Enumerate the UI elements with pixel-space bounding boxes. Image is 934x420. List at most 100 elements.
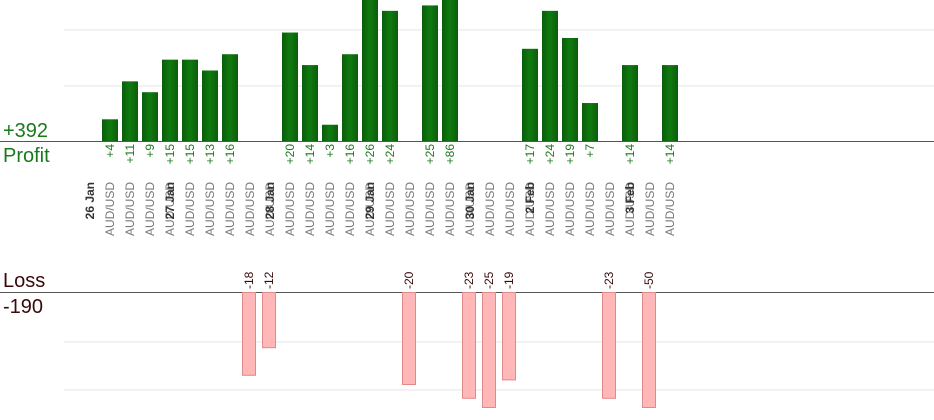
loss-value-label: -18 (242, 271, 256, 289)
pair-tick-label: AUD/USD (323, 182, 337, 236)
loss-value-label: -12 (262, 271, 276, 289)
profit-bar (202, 70, 218, 141)
loss-bar (242, 292, 256, 376)
date-tick-label: 28 Jan (263, 182, 277, 219)
profit-bar (582, 103, 598, 141)
loss-value-label: -23 (462, 271, 476, 289)
pair-tick-label: AUD/USD (183, 182, 197, 236)
pair-tick-label: AUD/USD (243, 182, 257, 236)
profit-bar (102, 119, 118, 141)
profit-value-label: +19 (563, 144, 577, 165)
profit-value-label: +24 (543, 144, 557, 165)
pair-tick-label: AUD/USD (663, 182, 677, 236)
profit-bar (342, 54, 358, 141)
pair-tick-label: AUD/USD (423, 182, 437, 236)
pair-tick-label: AUD/USD (483, 182, 497, 236)
profit-label: Profit (3, 145, 50, 167)
profit-bar (162, 59, 178, 141)
profit-value-label: +86 (443, 144, 457, 165)
date-tick-label: 2 Feb (523, 182, 537, 213)
loss-bar (402, 292, 416, 385)
profit-bar (222, 54, 238, 141)
pair-tick-label: AUD/USD (263, 182, 277, 236)
profit-bar (522, 48, 538, 141)
pair-tick-label: AUD/USD (283, 182, 297, 236)
pair-tick-label: AUD/USD (163, 182, 177, 236)
profit-bar (422, 5, 438, 141)
labels-layer: +4 +11 +9 +15 +15 +13 +16 -18 -12 +20 +14 +3 +16 +26 +… (103, 144, 677, 289)
profit-value-label: +26 (363, 144, 377, 165)
profit-bar (182, 59, 198, 141)
profit-value-label: +11 (123, 144, 137, 164)
profit-value-label: +3 (323, 144, 337, 158)
loss-label: Loss (3, 270, 46, 292)
date-tick-label: 30 Jan (463, 182, 477, 219)
profit-bar (122, 81, 138, 141)
profit-value-label: +16 (223, 144, 237, 165)
pair-tick-label: AUD/USD (643, 182, 657, 236)
pair-tick-label: AUD/USD (583, 182, 597, 236)
pair-tick-label: AUD/USD (383, 182, 397, 236)
profit-value-label: +14 (623, 144, 637, 165)
profit-bar (562, 37, 578, 141)
profit-bar (322, 124, 338, 141)
pair-tick-label: AUD/USD (463, 182, 477, 236)
pair-tick-label: AUD/USD (443, 182, 457, 236)
pair-tick-label: AUD/USD (123, 182, 137, 236)
pair-tick-label: AUD/USD (203, 182, 217, 236)
bars-layer (102, 0, 678, 408)
profit-bar (622, 65, 638, 141)
pair-tick-label: AUD/USD (103, 182, 117, 236)
pair-tick-label: AUD/USD (523, 182, 537, 236)
profit-bar (662, 65, 678, 141)
profit-value-label: +15 (163, 144, 177, 165)
loss-total: -190 (3, 296, 44, 318)
profit-value-label: +14 (663, 144, 677, 165)
profit-value-label: +7 (583, 144, 597, 158)
date-tick-label: 27 Jan (163, 182, 177, 219)
pair-tick-label: AUD/USD (623, 182, 637, 236)
profit-bar (362, 0, 378, 141)
loss-bar (482, 292, 496, 408)
pair-tick-label: AUD/USD (603, 182, 617, 236)
pair-tick-label: AUD/USD (503, 182, 517, 236)
profit-value-label: +14 (303, 144, 317, 165)
pair-tick-label: AUD/USD (563, 182, 577, 236)
profit-bar (142, 92, 158, 141)
pair-tick-label: AUD/USD (303, 182, 317, 236)
loss-value-label: -23 (602, 271, 616, 289)
pair-tick-label: AUD/USD (143, 182, 157, 236)
profit-value-label: +15 (183, 144, 197, 165)
profit-bar (382, 10, 398, 141)
loss-value-label: -50 (642, 271, 656, 289)
profit-value-label: +20 (283, 144, 297, 165)
profit-value-label: +4 (103, 144, 117, 158)
profit-value-label: +16 (343, 144, 357, 165)
profit-value-label: +13 (203, 144, 217, 165)
profit-value-label: +17 (523, 144, 537, 165)
loss-bar (462, 292, 476, 399)
profit-bar (282, 32, 298, 141)
pair-tick-label: AUD/USD (543, 182, 557, 236)
pair-tick-label: AUD/USD (403, 182, 417, 236)
loss-bar (602, 292, 616, 399)
pair-tick-label: AUD/USD (363, 182, 377, 236)
profit-bar (542, 10, 558, 141)
date-tick-label: 26 Jan (83, 182, 97, 219)
loss-value-label: -20 (402, 271, 416, 289)
loss-bar (262, 292, 276, 349)
loss-value-label: -19 (502, 271, 516, 289)
date-tick-label: 3 Feb (623, 182, 637, 213)
profit-value-label: +9 (143, 144, 157, 158)
profit-value-label: +24 (383, 144, 397, 165)
pair-tick-label: AUD/USD (223, 182, 237, 236)
profit-bar (302, 65, 318, 141)
profit-bar (442, 0, 458, 141)
date-tick-label: 29 Jan (363, 182, 377, 219)
loss-bar (502, 292, 516, 381)
loss-value-label: -25 (482, 271, 496, 289)
loss-bar (642, 292, 656, 408)
pair-tick-label: AUD/USD (343, 182, 357, 236)
tick-labels-layer: AUD/USD 26 Jan AUD/USD AUD/USD AUD/USD AUD/US… (83, 182, 677, 236)
